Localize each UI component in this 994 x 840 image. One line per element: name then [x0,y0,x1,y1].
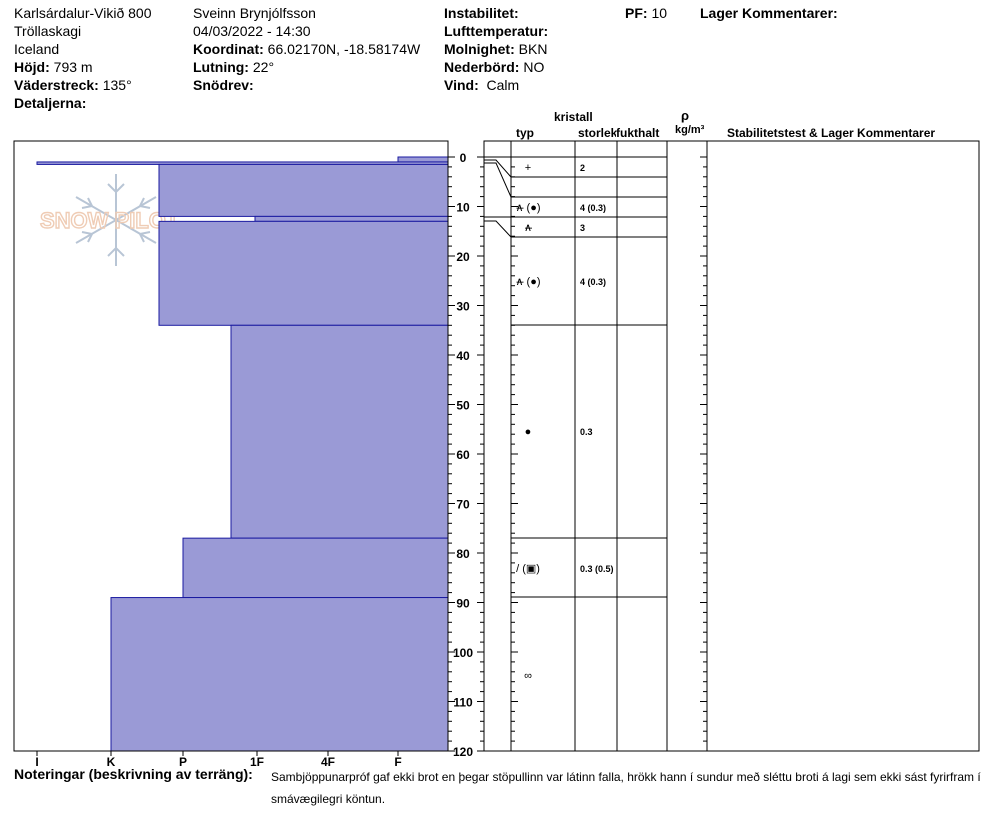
boundary-connector [484,220,512,238]
coordinates-value: 66.02170N, -18.58174W [267,41,421,57]
hardness-plot-frame [13,140,449,752]
depth-tick-label: 50 [456,399,470,413]
slope-label: Lutning: [193,59,249,75]
depth-axis: 0 10 20 30 40 50 60 70 80 90 100 110 120 [448,151,707,759]
hardness-tick-label: P [179,755,187,769]
aspect: Väderstreck: 135° [14,76,132,94]
instability-label: Instabilitet: [444,5,519,21]
hardness-tick-label: K [107,755,116,769]
crystal-form: ∧̶ (●) [515,276,540,288]
precipitation-value: NO [523,59,545,75]
penetration-foot: PF: 10 [625,4,667,22]
crystal-form: ∧̶ (●) [515,202,540,214]
crystal-form: ∞ [524,670,532,682]
depth-tick-label: 40 [456,349,470,363]
crystal-form: ∧̶ [524,222,532,234]
layer-table: +2 ∧̶ (●) 4 (0.3) ∧̶ 3 ∧̶ (●) 4 (0.3) ● 0.3 / (▣)… [483,140,980,752]
air-temperature-label: Lufttemperatur: [444,23,549,39]
air-temperature: Lufttemperatur: [444,22,548,40]
depth-tick-label: 100 [453,646,473,660]
notes-text: Sambjöppunarpróf gaf ekki brot en þegar … [271,770,981,806]
depth-tick-label: 60 [456,448,470,462]
density-symbol: ρ [681,108,690,123]
hardness-tick-label: I [35,755,38,769]
pf-value: 10 [651,5,668,21]
hardness-bar [254,215,449,222]
crystal-size: 0.3 (0.5) [580,564,614,574]
type-heading: typ [516,126,534,140]
hardness-tick-label: 4F [321,755,335,769]
stability-heading: Stabilitetstest & Lager Kommentarer [727,126,936,140]
depth-tick-label: 110 [453,696,473,710]
boundary-connector [484,159,512,178]
country-name: Iceland [14,41,60,57]
cloud-cover-value: BKN [518,41,548,57]
depth-tick-label: 70 [456,498,470,512]
size-heading: storlek [578,126,616,140]
region-name: Tröllaskagi [14,23,82,39]
precipitation: Nederbörd: NO [444,58,544,76]
hardness-axis: I K P 1F 4F F [35,751,402,769]
crystal-size: 4 (0.3) [580,203,606,213]
snowpilot-logo: SNOW PILOT [39,174,181,266]
wind-value: Calm [486,77,520,93]
notes-label: Noteringar (beskrivning av terräng): [14,766,253,782]
coordinates-label: Koordinat: [193,41,264,57]
details: Detaljerna: [14,94,86,112]
wind: Vind: Calm [444,76,519,94]
moisture-heading: fukthalt [616,126,660,140]
crystal-form: ● [525,426,532,438]
pf-label: PF: [625,5,648,21]
depth-tick-label: 10 [456,201,470,215]
observation-datetime: 04/03/2022 - 14:30 [193,23,311,39]
elevation: Höjd: 793 m [14,58,93,76]
cloud-cover: Molnighet: BKN [444,40,547,58]
depth-tick-label: 120 [453,745,473,759]
instability: Instabilitet: [444,4,519,22]
hardness-tick-label: 1F [250,755,264,769]
boundary-connector [484,162,512,198]
hardness-bar [110,597,449,752]
crystal-form: + [525,162,531,174]
depth-tick-label: 80 [456,547,470,561]
hardness-bar [158,220,449,326]
depth-tick-label: 90 [456,597,470,611]
hardness-bar [397,156,449,163]
location-name: Karlsárdalur-Vikið 800 [14,5,152,21]
cloud-cover-label: Molnighet: [444,41,515,57]
crystal-size: 0.3 [580,427,593,437]
crystal-size: 3 [580,223,585,233]
hardness-bar [230,324,449,539]
layer-comments-heading: Lager Kommentarer: [700,5,838,21]
details-label: Detaljerna: [14,95,87,111]
slope-value: 22° [252,59,275,75]
aspect-label: Väderstreck: [14,77,99,93]
hardness-bars [36,156,449,752]
elevation-label: Höjd: [14,59,50,75]
snow-drift-label: Snödrev: [193,77,254,93]
snow-drift: Snödrev: [193,76,254,94]
depth-tick-label: 0 [460,151,467,165]
precipitation-label: Nederbörd: [444,59,520,75]
observer-name: Sveinn Brynjólfsson [193,5,316,21]
density-unit: kg/m³ [675,124,705,136]
elevation-value: 793 m [53,59,93,75]
aspect-value: 135° [102,77,132,93]
crystal-size: 4 (0.3) [580,277,606,287]
hardness-bar [158,163,449,217]
crystal-form: / (▣) [516,563,540,575]
wind-label: Vind: [444,77,479,93]
hardness-bar [182,537,449,599]
slope: Lutning: 22° [193,58,274,76]
crystal-size: 2 [580,163,585,173]
hardness-tick-label: F [394,755,401,769]
depth-tick-label: 20 [456,250,470,264]
layer-table-frame [483,140,980,752]
logo-text: SNOW PILOT [40,208,180,233]
depth-tick-label: 30 [456,300,470,314]
crystal-heading: kristall [554,110,593,124]
coordinates: Koordinat: 66.02170N, -18.58174W [193,40,420,58]
